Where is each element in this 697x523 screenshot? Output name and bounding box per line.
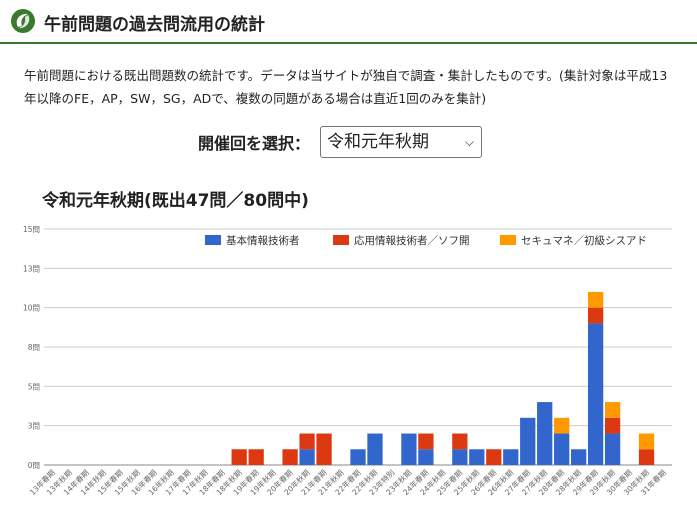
bar-series <box>231 291 655 465</box>
bar-segment <box>520 417 536 465</box>
bar-segment <box>367 433 383 465</box>
legend-label: 応用情報技術者／ソフ開 <box>354 234 470 247</box>
grid-lines <box>44 228 672 466</box>
bar-segment <box>282 449 298 465</box>
y-tick-label: 8問 <box>28 343 40 352</box>
legend-swatch <box>333 235 349 245</box>
bar-segment <box>587 323 604 465</box>
y-tick-label: 13問 <box>23 264 40 273</box>
bar-segment <box>571 449 587 465</box>
y-tick-label: 0問 <box>28 461 40 470</box>
bar-segment <box>554 433 570 465</box>
bar-segment <box>401 433 417 465</box>
selector-label: 開催回を選択： <box>198 134 311 153</box>
bar-segment <box>469 449 485 465</box>
y-tick-label: 10問 <box>23 304 40 313</box>
legend-label: 基本情報技術者 <box>226 234 300 247</box>
legend-swatch <box>500 235 516 245</box>
exam-select-dropdown[interactable]: 令和元年秋期 ⌵ <box>320 126 483 158</box>
bar-segment <box>248 449 264 465</box>
bar-chart: 0問 3問 5問 8問 10問 13問 15問 13年春期13年秋期14年春期14年秋期15… <box>23 225 672 497</box>
bar-segment <box>418 449 434 465</box>
bar-segment <box>350 449 366 465</box>
chart-legend: 基本情報技術者 応用情報技術者／ソフ開 セキュマネ／初級シスアド <box>205 234 647 247</box>
exam-selector: 開催回を選択： 令和元年秋期 ⌵ <box>198 126 483 158</box>
bar-segment <box>604 433 621 465</box>
x-axis-ticks: 13年春期13年秋期14年春期14年秋期15年春期15年秋期16年春期16年秋期… <box>27 467 668 497</box>
bar-segment <box>638 449 655 465</box>
bar-segment <box>299 449 315 465</box>
description-text: 午前問題における既出問題数の統計です。データは当サイトが独自で調査・集計したもの… <box>24 68 668 106</box>
bar-segment <box>604 417 621 434</box>
legend-swatch <box>205 235 221 245</box>
bar-segment <box>587 307 604 324</box>
y-tick-label: 5問 <box>28 382 40 391</box>
bar-segment <box>587 291 604 308</box>
bar-segment <box>452 433 468 450</box>
selected-exam-value: 令和元年秋期 <box>327 132 430 152</box>
bar-segment <box>554 417 570 434</box>
page-title: 午前問題の過去問流用の統計 <box>44 15 265 35</box>
y-axis-ticks: 0問 3問 5問 8問 10問 13問 15問 <box>23 225 40 470</box>
chart-title: 令和元年秋期(既出47問／80問中) <box>42 191 309 211</box>
y-tick-label: 15問 <box>23 225 40 234</box>
bar-segment <box>418 433 434 450</box>
bar-segment <box>452 449 468 465</box>
bar-segment <box>316 433 332 465</box>
y-tick-label: 3問 <box>28 422 40 431</box>
page-header: 午前問題の過去問流用の統計 <box>0 0 697 44</box>
chevron-down-icon: ⌵ <box>464 135 475 149</box>
site-logo-icon <box>11 9 35 33</box>
bar-segment <box>299 433 315 450</box>
bar-segment <box>503 449 519 465</box>
bar-segment <box>638 433 655 450</box>
bar-segment <box>537 402 553 465</box>
bar-segment <box>486 449 502 465</box>
legend-label: セキュマネ／初級シスアド <box>521 234 647 247</box>
bar-segment <box>231 449 247 465</box>
bar-segment <box>604 402 621 418</box>
